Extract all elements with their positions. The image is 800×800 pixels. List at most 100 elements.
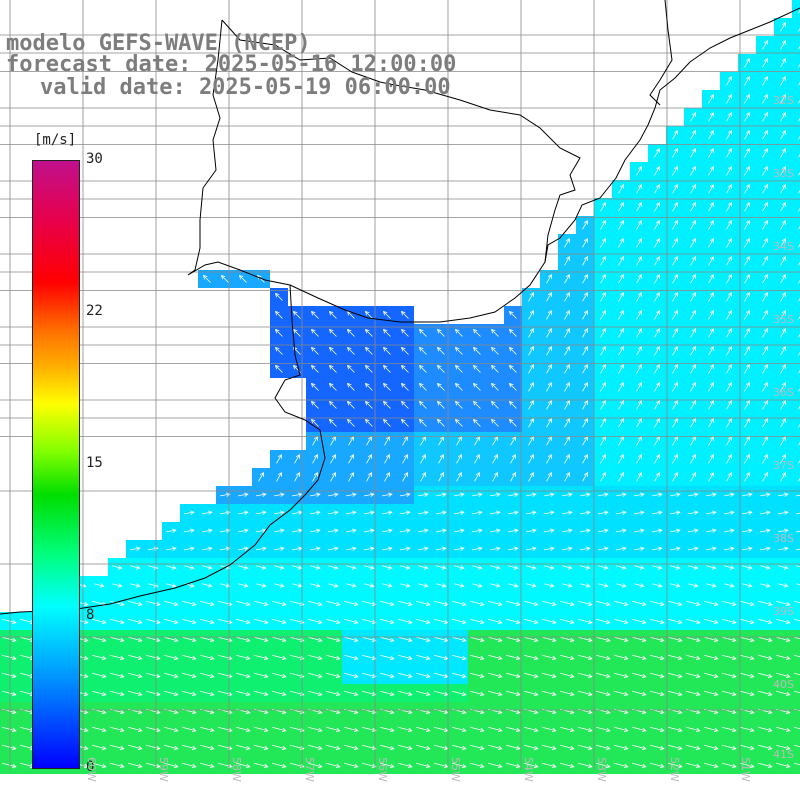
field-cell bbox=[792, 738, 800, 756]
wind-arrow bbox=[164, 672, 179, 679]
wind-arrow bbox=[402, 453, 408, 464]
wind-arrow bbox=[724, 528, 735, 533]
wind-arrow bbox=[634, 583, 645, 588]
wind-arrow bbox=[618, 273, 624, 284]
wind-arrow bbox=[326, 690, 341, 697]
wind-arrow bbox=[346, 382, 355, 391]
wind-arrow bbox=[760, 583, 771, 588]
wind-arrow bbox=[744, 363, 750, 374]
wind-arrow bbox=[596, 744, 611, 751]
wind-arrow bbox=[636, 309, 642, 320]
wind-arrow bbox=[364, 382, 373, 391]
colorbar-tick: 15 bbox=[86, 455, 103, 471]
wind-arrow bbox=[328, 546, 339, 551]
wind-arrow bbox=[654, 399, 660, 410]
wind-arrow bbox=[708, 381, 714, 392]
wind-arrow bbox=[634, 546, 645, 551]
wind-arrow bbox=[364, 528, 375, 533]
wind-arrow bbox=[398, 672, 413, 679]
wind-arrow bbox=[580, 528, 591, 533]
wind-arrow bbox=[798, 366, 800, 374]
wind-arrow bbox=[618, 453, 624, 464]
wind-arrow bbox=[654, 201, 660, 212]
wind-arrow bbox=[472, 492, 483, 497]
wind-arrow bbox=[418, 364, 427, 373]
wind-arrow bbox=[454, 364, 463, 373]
wind-arrow bbox=[254, 672, 269, 679]
wind-arrow bbox=[416, 726, 431, 733]
wind-arrow bbox=[542, 600, 557, 607]
wind-arrow bbox=[794, 672, 800, 676]
wind-arrow bbox=[616, 528, 627, 533]
wind-arrow bbox=[528, 327, 534, 338]
wind-arrow bbox=[762, 57, 768, 68]
wind-arrow bbox=[742, 528, 753, 533]
latitude-label: 39S bbox=[773, 605, 794, 618]
wind-arrow bbox=[636, 417, 642, 428]
wind-arrow bbox=[526, 583, 537, 588]
wind-arrow bbox=[130, 565, 141, 570]
wind-arrow bbox=[778, 492, 789, 497]
wind-arrow bbox=[346, 418, 355, 427]
wind-arrow bbox=[672, 273, 678, 284]
wind-arrow bbox=[110, 636, 125, 643]
wind-arrow bbox=[400, 310, 409, 319]
wind-arrow bbox=[2, 654, 17, 661]
latitude-label: 40S bbox=[773, 678, 794, 691]
wind-arrow bbox=[418, 510, 429, 515]
latitude-label: 35S bbox=[773, 313, 794, 326]
wind-arrow bbox=[326, 654, 341, 661]
wind-arrow bbox=[272, 636, 287, 643]
wind-arrow bbox=[778, 510, 789, 515]
wind-arrow bbox=[328, 400, 337, 409]
wind-arrow bbox=[236, 690, 251, 697]
wind-arrow bbox=[704, 726, 719, 733]
wind-arrow bbox=[614, 690, 629, 697]
wind-arrow bbox=[670, 565, 681, 570]
wind-arrow bbox=[762, 309, 768, 320]
wind-arrow bbox=[200, 636, 215, 643]
wind-arrow bbox=[382, 382, 391, 391]
wind-arrow bbox=[506, 636, 521, 643]
wind-arrow bbox=[344, 726, 359, 733]
wind-arrow bbox=[618, 471, 624, 482]
wind-arrow bbox=[182, 618, 197, 625]
wind-arrow bbox=[362, 690, 377, 697]
wind-arrow bbox=[416, 654, 431, 661]
wind-arrow bbox=[706, 492, 717, 497]
wind-arrow bbox=[276, 471, 282, 482]
wind-arrow bbox=[580, 565, 591, 570]
wind-arrow bbox=[490, 492, 501, 497]
wind-arrow bbox=[436, 364, 445, 373]
wind-arrow bbox=[668, 744, 683, 751]
wind-arrow bbox=[418, 583, 429, 588]
field-cell bbox=[792, 540, 800, 558]
wind-arrow bbox=[542, 744, 557, 751]
wind-arrow bbox=[164, 636, 179, 643]
wind-arrow bbox=[382, 583, 393, 588]
wind-arrow bbox=[708, 291, 714, 302]
wind-arrow bbox=[472, 510, 483, 515]
wind-arrow bbox=[744, 183, 750, 194]
wind-arrow bbox=[454, 528, 465, 533]
wind-arrow bbox=[436, 492, 447, 497]
wind-arrow bbox=[344, 654, 359, 661]
wind-arrow bbox=[632, 726, 647, 733]
wind-arrow bbox=[362, 618, 377, 625]
wind-arrow bbox=[346, 328, 355, 337]
wind-arrow bbox=[238, 583, 249, 588]
wind-arrow bbox=[470, 726, 485, 733]
wind-arrow bbox=[780, 363, 786, 374]
longitude-label: 58W bbox=[230, 757, 243, 782]
wind-arrow bbox=[546, 345, 552, 356]
wind-arrow bbox=[200, 726, 215, 733]
wind-arrow bbox=[346, 528, 357, 533]
wind-arrow bbox=[762, 219, 768, 230]
colorbar bbox=[32, 160, 80, 769]
wind-arrow bbox=[110, 672, 125, 679]
wind-arrow bbox=[364, 310, 373, 319]
wind-arrow bbox=[200, 762, 215, 769]
wind-arrow bbox=[328, 364, 337, 373]
wind-arrow bbox=[508, 310, 517, 319]
